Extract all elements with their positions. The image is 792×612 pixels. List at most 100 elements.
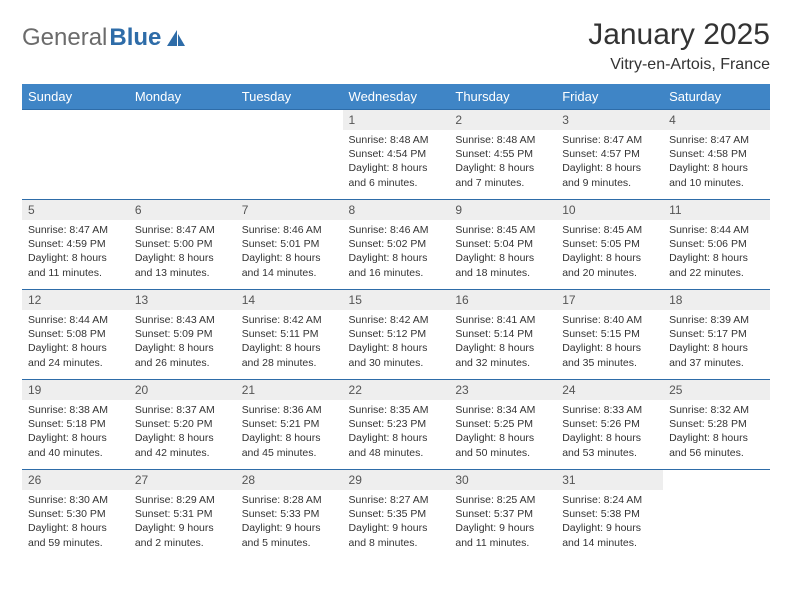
- day-cell: 15Sunrise: 8:42 AMSunset: 5:12 PMDayligh…: [343, 290, 450, 380]
- day-details: Sunrise: 8:25 AMSunset: 5:37 PMDaylight:…: [449, 490, 556, 554]
- day-number: 7: [236, 200, 343, 220]
- day-cell: 30Sunrise: 8:25 AMSunset: 5:37 PMDayligh…: [449, 470, 556, 560]
- day-details: Sunrise: 8:32 AMSunset: 5:28 PMDaylight:…: [663, 400, 770, 464]
- day-number: 16: [449, 290, 556, 310]
- day-cell: 13Sunrise: 8:43 AMSunset: 5:09 PMDayligh…: [129, 290, 236, 380]
- day-cell: 18Sunrise: 8:39 AMSunset: 5:17 PMDayligh…: [663, 290, 770, 380]
- day-details: Sunrise: 8:29 AMSunset: 5:31 PMDaylight:…: [129, 490, 236, 554]
- day-cell: 17Sunrise: 8:40 AMSunset: 5:15 PMDayligh…: [556, 290, 663, 380]
- day-number: 11: [663, 200, 770, 220]
- day-details: Sunrise: 8:48 AMSunset: 4:55 PMDaylight:…: [449, 130, 556, 194]
- day-cell: 29Sunrise: 8:27 AMSunset: 5:35 PMDayligh…: [343, 470, 450, 560]
- day-details: Sunrise: 8:43 AMSunset: 5:09 PMDaylight:…: [129, 310, 236, 374]
- day-cell: 6Sunrise: 8:47 AMSunset: 5:00 PMDaylight…: [129, 200, 236, 290]
- week-row: 26Sunrise: 8:30 AMSunset: 5:30 PMDayligh…: [22, 470, 770, 560]
- day-details: Sunrise: 8:46 AMSunset: 5:01 PMDaylight:…: [236, 220, 343, 284]
- day-cell: 4Sunrise: 8:47 AMSunset: 4:58 PMDaylight…: [663, 110, 770, 200]
- day-number: 31: [556, 470, 663, 490]
- logo-text-blue: Blue: [109, 24, 161, 52]
- day-number: 28: [236, 470, 343, 490]
- calendar-body: 1Sunrise: 8:48 AMSunset: 4:54 PMDaylight…: [22, 110, 770, 560]
- day-cell: 11Sunrise: 8:44 AMSunset: 5:06 PMDayligh…: [663, 200, 770, 290]
- day-number: 15: [343, 290, 450, 310]
- day-number: 5: [22, 200, 129, 220]
- empty-cell: [129, 110, 236, 200]
- dow-header: Saturday: [663, 84, 770, 110]
- day-number: 27: [129, 470, 236, 490]
- day-number: 6: [129, 200, 236, 220]
- day-cell: 27Sunrise: 8:29 AMSunset: 5:31 PMDayligh…: [129, 470, 236, 560]
- day-cell: 5Sunrise: 8:47 AMSunset: 4:59 PMDaylight…: [22, 200, 129, 290]
- day-number: 24: [556, 380, 663, 400]
- day-cell: 7Sunrise: 8:46 AMSunset: 5:01 PMDaylight…: [236, 200, 343, 290]
- day-cell: 16Sunrise: 8:41 AMSunset: 5:14 PMDayligh…: [449, 290, 556, 380]
- day-details: Sunrise: 8:44 AMSunset: 5:08 PMDaylight:…: [22, 310, 129, 374]
- day-details: Sunrise: 8:33 AMSunset: 5:26 PMDaylight:…: [556, 400, 663, 464]
- empty-cell: [663, 470, 770, 560]
- day-number: 29: [343, 470, 450, 490]
- day-number: 4: [663, 110, 770, 130]
- day-details: Sunrise: 8:37 AMSunset: 5:20 PMDaylight:…: [129, 400, 236, 464]
- day-cell: 20Sunrise: 8:37 AMSunset: 5:20 PMDayligh…: [129, 380, 236, 470]
- day-details: Sunrise: 8:30 AMSunset: 5:30 PMDaylight:…: [22, 490, 129, 554]
- day-number: 19: [22, 380, 129, 400]
- day-number: 3: [556, 110, 663, 130]
- day-number: 10: [556, 200, 663, 220]
- month-title: January 2025: [588, 18, 770, 52]
- day-cell: 10Sunrise: 8:45 AMSunset: 5:05 PMDayligh…: [556, 200, 663, 290]
- day-cell: 21Sunrise: 8:36 AMSunset: 5:21 PMDayligh…: [236, 380, 343, 470]
- day-cell: 3Sunrise: 8:47 AMSunset: 4:57 PMDaylight…: [556, 110, 663, 200]
- empty-cell: [236, 110, 343, 200]
- day-number: 23: [449, 380, 556, 400]
- day-cell: 14Sunrise: 8:42 AMSunset: 5:11 PMDayligh…: [236, 290, 343, 380]
- day-cell: 9Sunrise: 8:45 AMSunset: 5:04 PMDaylight…: [449, 200, 556, 290]
- day-number: 14: [236, 290, 343, 310]
- day-cell: 1Sunrise: 8:48 AMSunset: 4:54 PMDaylight…: [343, 110, 450, 200]
- dow-header: Wednesday: [343, 84, 450, 110]
- day-cell: 31Sunrise: 8:24 AMSunset: 5:38 PMDayligh…: [556, 470, 663, 560]
- day-number: 17: [556, 290, 663, 310]
- day-cell: 8Sunrise: 8:46 AMSunset: 5:02 PMDaylight…: [343, 200, 450, 290]
- day-number: 22: [343, 380, 450, 400]
- day-details: Sunrise: 8:42 AMSunset: 5:11 PMDaylight:…: [236, 310, 343, 374]
- dow-header: Sunday: [22, 84, 129, 110]
- week-row: 12Sunrise: 8:44 AMSunset: 5:08 PMDayligh…: [22, 290, 770, 380]
- logo-sail-icon: [165, 28, 187, 48]
- day-number: 13: [129, 290, 236, 310]
- day-cell: 24Sunrise: 8:33 AMSunset: 5:26 PMDayligh…: [556, 380, 663, 470]
- calendar-table: SundayMondayTuesdayWednesdayThursdayFrid…: [22, 84, 770, 560]
- day-cell: 19Sunrise: 8:38 AMSunset: 5:18 PMDayligh…: [22, 380, 129, 470]
- day-number: 18: [663, 290, 770, 310]
- dow-header: Tuesday: [236, 84, 343, 110]
- week-row: 19Sunrise: 8:38 AMSunset: 5:18 PMDayligh…: [22, 380, 770, 470]
- title-block: January 2025 Vitry-en-Artois, France: [588, 18, 770, 74]
- day-details: Sunrise: 8:48 AMSunset: 4:54 PMDaylight:…: [343, 130, 450, 194]
- day-details: Sunrise: 8:45 AMSunset: 5:05 PMDaylight:…: [556, 220, 663, 284]
- day-number: 21: [236, 380, 343, 400]
- day-details: Sunrise: 8:47 AMSunset: 4:58 PMDaylight:…: [663, 130, 770, 194]
- day-details: Sunrise: 8:39 AMSunset: 5:17 PMDaylight:…: [663, 310, 770, 374]
- day-number: 9: [449, 200, 556, 220]
- day-number: 20: [129, 380, 236, 400]
- day-number: 26: [22, 470, 129, 490]
- day-details: Sunrise: 8:47 AMSunset: 4:57 PMDaylight:…: [556, 130, 663, 194]
- day-details: Sunrise: 8:38 AMSunset: 5:18 PMDaylight:…: [22, 400, 129, 464]
- day-details: Sunrise: 8:28 AMSunset: 5:33 PMDaylight:…: [236, 490, 343, 554]
- day-cell: 25Sunrise: 8:32 AMSunset: 5:28 PMDayligh…: [663, 380, 770, 470]
- day-details: Sunrise: 8:45 AMSunset: 5:04 PMDaylight:…: [449, 220, 556, 284]
- day-number: 8: [343, 200, 450, 220]
- day-details: Sunrise: 8:34 AMSunset: 5:25 PMDaylight:…: [449, 400, 556, 464]
- day-details: Sunrise: 8:41 AMSunset: 5:14 PMDaylight:…: [449, 310, 556, 374]
- day-number: 2: [449, 110, 556, 130]
- day-cell: 2Sunrise: 8:48 AMSunset: 4:55 PMDaylight…: [449, 110, 556, 200]
- logo-text-general: General: [22, 24, 107, 52]
- day-details: Sunrise: 8:36 AMSunset: 5:21 PMDaylight:…: [236, 400, 343, 464]
- day-details: Sunrise: 8:24 AMSunset: 5:38 PMDaylight:…: [556, 490, 663, 554]
- day-number: 1: [343, 110, 450, 130]
- day-details: Sunrise: 8:47 AMSunset: 4:59 PMDaylight:…: [22, 220, 129, 284]
- day-number: 25: [663, 380, 770, 400]
- day-number: 30: [449, 470, 556, 490]
- day-cell: 26Sunrise: 8:30 AMSunset: 5:30 PMDayligh…: [22, 470, 129, 560]
- day-cell: 22Sunrise: 8:35 AMSunset: 5:23 PMDayligh…: [343, 380, 450, 470]
- dow-header: Thursday: [449, 84, 556, 110]
